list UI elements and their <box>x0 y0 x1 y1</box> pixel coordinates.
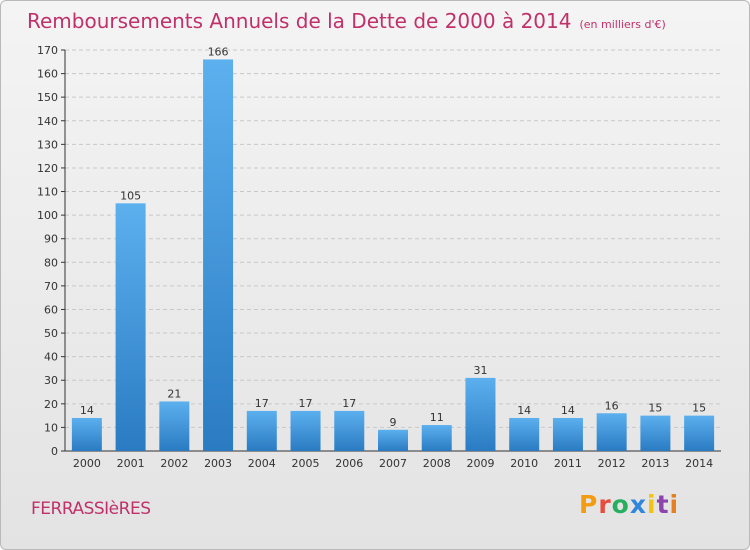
logo-letter: o <box>611 490 630 519</box>
bar-value-label: 21 <box>167 387 181 400</box>
y-tick-label: 110 <box>37 186 58 199</box>
y-tick-label: 80 <box>44 256 58 269</box>
x-tick-label: 2000 <box>73 457 101 470</box>
bar-value-label: 31 <box>473 364 487 377</box>
bar-value-label: 17 <box>342 397 356 410</box>
bar <box>203 59 234 451</box>
x-tick-label: 2010 <box>510 457 538 470</box>
bar <box>159 401 190 451</box>
chart-title: Remboursements Annuels de la Dette de 20… <box>27 9 666 33</box>
bar <box>334 410 365 451</box>
bar-value-label: 16 <box>605 399 619 412</box>
x-tick-label: 2012 <box>598 457 626 470</box>
x-tick-label: 2011 <box>554 457 582 470</box>
x-tick-label: 2002 <box>160 457 188 470</box>
proxiti-logo: Proxiti <box>579 490 679 519</box>
y-tick-label: 20 <box>44 398 58 411</box>
y-tick-label: 130 <box>37 138 58 151</box>
x-tick-label: 2008 <box>423 457 451 470</box>
place-name: FERRASSIèRES <box>31 499 151 519</box>
bar <box>115 203 146 451</box>
logo-letter: r <box>598 490 612 519</box>
bar-value-label: 11 <box>430 411 444 424</box>
x-tick-label: 2014 <box>685 457 713 470</box>
logo-letter: i <box>669 490 680 519</box>
chart-title-text: Remboursements Annuels de la Dette de 20… <box>27 9 572 33</box>
bar-value-label: 15 <box>692 402 706 415</box>
y-tick-label: 30 <box>44 374 58 387</box>
x-tick-label: 2004 <box>248 457 276 470</box>
bar <box>552 417 583 451</box>
y-tick-label: 10 <box>44 421 58 434</box>
x-tick-label: 2005 <box>292 457 320 470</box>
x-tick-label: 2013 <box>641 457 669 470</box>
bar-value-label: 15 <box>648 402 662 415</box>
y-tick-label: 140 <box>37 115 58 128</box>
bar <box>509 417 540 451</box>
x-tick-label: 2006 <box>335 457 363 470</box>
logo-letter: x <box>629 490 647 519</box>
y-tick-label: 170 <box>37 44 58 57</box>
x-tick-label: 2009 <box>466 457 494 470</box>
bar <box>290 410 321 451</box>
bar-value-label: 17 <box>299 397 313 410</box>
chart-unit: (en milliers d'€) <box>579 18 666 31</box>
bar-value-label: 14 <box>561 404 575 417</box>
y-tick-label: 60 <box>44 303 58 316</box>
x-tick-label: 2003 <box>204 457 232 470</box>
bar-value-label: 166 <box>208 45 229 58</box>
bar <box>246 410 277 451</box>
y-tick-label: 90 <box>44 233 58 246</box>
bar-value-label: 105 <box>120 189 141 202</box>
x-tick-label: 2007 <box>379 457 407 470</box>
x-tick-label: 2001 <box>117 457 145 470</box>
y-tick-label: 150 <box>37 91 58 104</box>
y-tick-label: 100 <box>37 209 58 222</box>
y-tick-label: 40 <box>44 351 58 364</box>
bar-value-label: 14 <box>517 404 531 417</box>
bar <box>378 429 408 451</box>
bar <box>71 417 102 451</box>
y-tick-label: 0 <box>51 445 58 458</box>
bar <box>640 415 671 451</box>
bar-value-label: 14 <box>80 404 94 417</box>
y-tick-label: 50 <box>44 327 58 340</box>
y-tick-label: 120 <box>37 162 58 175</box>
bar <box>684 415 715 451</box>
y-tick-label: 70 <box>44 280 58 293</box>
bar <box>465 377 496 451</box>
logo-letter: t <box>656 490 670 519</box>
bar-value-label: 17 <box>255 397 269 410</box>
y-tick-label: 160 <box>37 68 58 81</box>
bar <box>596 413 627 451</box>
logo-letter: P <box>579 490 599 519</box>
bar <box>421 425 452 451</box>
bar-value-label: 9 <box>390 416 397 429</box>
logo-letter: i <box>647 490 657 519</box>
